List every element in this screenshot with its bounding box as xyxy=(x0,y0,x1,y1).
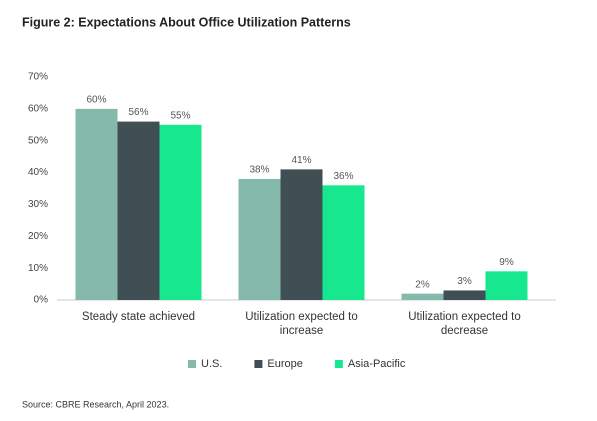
y-tick-label: 0% xyxy=(34,295,49,306)
data-label: 55% xyxy=(170,110,190,121)
y-tick-label: 50% xyxy=(28,135,48,146)
bar xyxy=(280,169,323,300)
bar xyxy=(75,108,118,300)
y-tick-label: 20% xyxy=(28,231,48,242)
legend-label: Europe xyxy=(267,358,302,370)
data-label: 3% xyxy=(457,276,472,287)
x-tick-label: Utilization expected to decrease xyxy=(408,311,521,337)
y-tick-label: 70% xyxy=(28,72,48,83)
y-tick-label: 40% xyxy=(28,167,48,178)
legend-label: Asia-Pacific xyxy=(348,358,406,370)
bar xyxy=(485,271,528,300)
data-label: 2% xyxy=(415,279,430,290)
data-label: 56% xyxy=(128,107,148,118)
y-tick-label: 10% xyxy=(28,263,48,274)
y-tick-label: 60% xyxy=(28,103,48,114)
data-label: 41% xyxy=(291,155,311,166)
x-tick-label: Utilization expected to increase xyxy=(245,311,358,337)
data-label: 36% xyxy=(333,171,353,182)
source-note: Source: CBRE Research, April 2023. xyxy=(22,399,169,409)
legend-swatch xyxy=(254,360,263,368)
bar xyxy=(443,290,486,300)
data-label: 9% xyxy=(499,257,514,268)
bar xyxy=(401,293,444,300)
legend-swatch xyxy=(188,360,196,368)
bar xyxy=(159,124,202,301)
bar xyxy=(322,185,365,300)
data-label: 38% xyxy=(249,165,269,176)
data-label: 60% xyxy=(86,94,106,105)
bar xyxy=(238,178,281,300)
y-tick-label: 30% xyxy=(28,199,48,210)
chart-title: Figure 2: Expectations About Office Util… xyxy=(22,15,351,29)
legend-swatch xyxy=(334,360,343,368)
x-tick-label: Steady state achieved xyxy=(81,311,196,323)
legend-label: U.S. xyxy=(201,358,222,370)
bar xyxy=(117,121,160,300)
